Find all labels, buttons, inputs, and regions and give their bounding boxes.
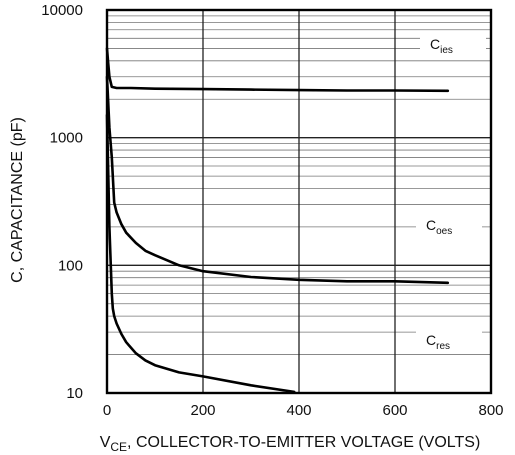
series-labels: Cies Coes Cres [416, 33, 486, 352]
y-tick-label: 1000 [50, 130, 83, 147]
series-line-cres [105, 113, 296, 394]
series-line-cies [105, 47, 450, 93]
x-tick-label: 400 [286, 402, 311, 419]
plot-frame [105, 8, 493, 395]
series-label-background [416, 214, 482, 236]
series-label-cies: Cies [430, 36, 453, 56]
series-label-background [420, 33, 486, 55]
series-label-cres: Cres [426, 332, 450, 352]
x-tick-label: 0 [103, 402, 111, 419]
x-tick-labels: 0 200 400 600 800 [103, 402, 504, 419]
y-tick-label: 10000 [41, 2, 83, 19]
y-tick-labels: 10 100 1000 10000 [41, 2, 83, 402]
series-line-coes [105, 75, 450, 285]
x-tick-label: 200 [190, 402, 215, 419]
series-label-coes: Coes [426, 217, 452, 237]
x-axis-label-main: V [100, 434, 111, 451]
x-axis-label: VCE, COLLECTOR-TO-EMITTER VOLTAGE (VOLTS… [100, 434, 481, 454]
x-tick-label: 600 [382, 402, 407, 419]
y-tick-label: 100 [58, 257, 83, 274]
x-axis-label-rest: , COLLECTOR-TO-EMITTER VOLTAGE (VOLTS) [127, 434, 480, 451]
y-tick-label: 10 [66, 385, 83, 402]
x-tick-label: 800 [478, 402, 503, 419]
series-lines [105, 47, 450, 394]
series-label-background [416, 329, 482, 351]
y-axis-label: C, CAPACITANCE (pF) [9, 117, 26, 283]
x-axis-label-sub: CE [110, 440, 127, 454]
